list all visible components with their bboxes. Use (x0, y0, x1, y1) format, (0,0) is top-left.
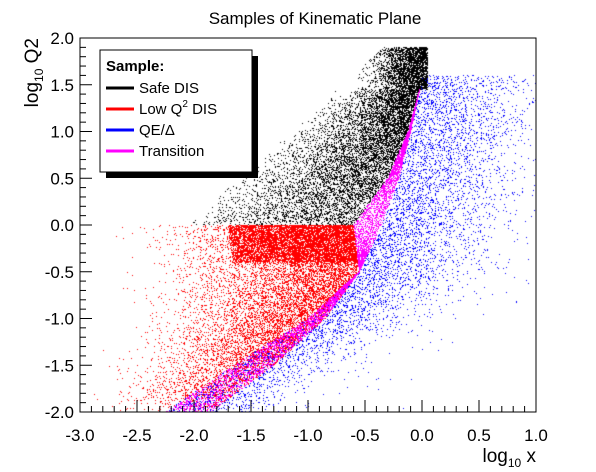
axis-ticks (79, 37, 537, 413)
x-axis-title-subscript: 10 (508, 456, 522, 470)
y-axis-title: log10 Q2 (22, 38, 46, 107)
legend-label: Transition (139, 143, 204, 160)
y-tick-label: -1.0 (45, 310, 74, 329)
y-axis-title-suffix: Q2 (22, 38, 43, 69)
x-tick-label: 1.0 (524, 426, 548, 445)
x-tick-label: -3.0 (65, 426, 94, 445)
chart-title: Samples of Kinematic Plane (209, 9, 422, 28)
y-tick-labels: -2.0 -1.5 -1.0 -0.5 0.0 0.5 1.0 1.5 2.0 (45, 29, 74, 422)
y-tick-label: 1.0 (50, 123, 74, 142)
y-tick-label: 0.5 (50, 169, 74, 188)
x-tick-label: -2.5 (122, 426, 151, 445)
y-axis-title-prefix: log (22, 82, 43, 107)
legend-label: Safe DIS (139, 80, 199, 97)
legend-entries: Safe DIS Low Q2 DIS QE/Δ Transition (106, 80, 217, 160)
y-axis-title-subscript: 10 (32, 68, 46, 82)
legend-label: Low Q2 DIS (139, 99, 217, 118)
legend-header: Sample: (106, 58, 164, 75)
x-tick-label: -1.5 (236, 426, 265, 445)
x-tick-label: 0.5 (467, 426, 491, 445)
x-axis-title: log10 x (483, 446, 537, 470)
y-tick-label: 1.5 (50, 76, 74, 95)
legend: Sample: Safe DIS Low Q2 DIS QE/Δ Transition (99, 49, 258, 178)
x-tick-label: -2.0 (179, 426, 208, 445)
legend-label: QE/Δ (139, 122, 175, 139)
x-tick-labels: -3.0 -2.5 -2.0 -1.5 -1.0 -0.5 0.0 0.5 1.0 (65, 426, 547, 445)
x-axis-title-prefix: log (483, 446, 508, 467)
x-axis-title-suffix: x (521, 446, 536, 467)
y-tick-label: -0.5 (45, 263, 74, 282)
x-tick-label: 0.0 (410, 426, 434, 445)
y-tick-label: -1.5 (45, 356, 74, 375)
x-tick-label: -1.0 (293, 426, 322, 445)
x-tick-label: -0.5 (350, 426, 379, 445)
y-tick-label: 2.0 (50, 29, 74, 48)
y-tick-label: -2.0 (45, 403, 74, 422)
y-tick-label: 0.0 (50, 216, 74, 235)
